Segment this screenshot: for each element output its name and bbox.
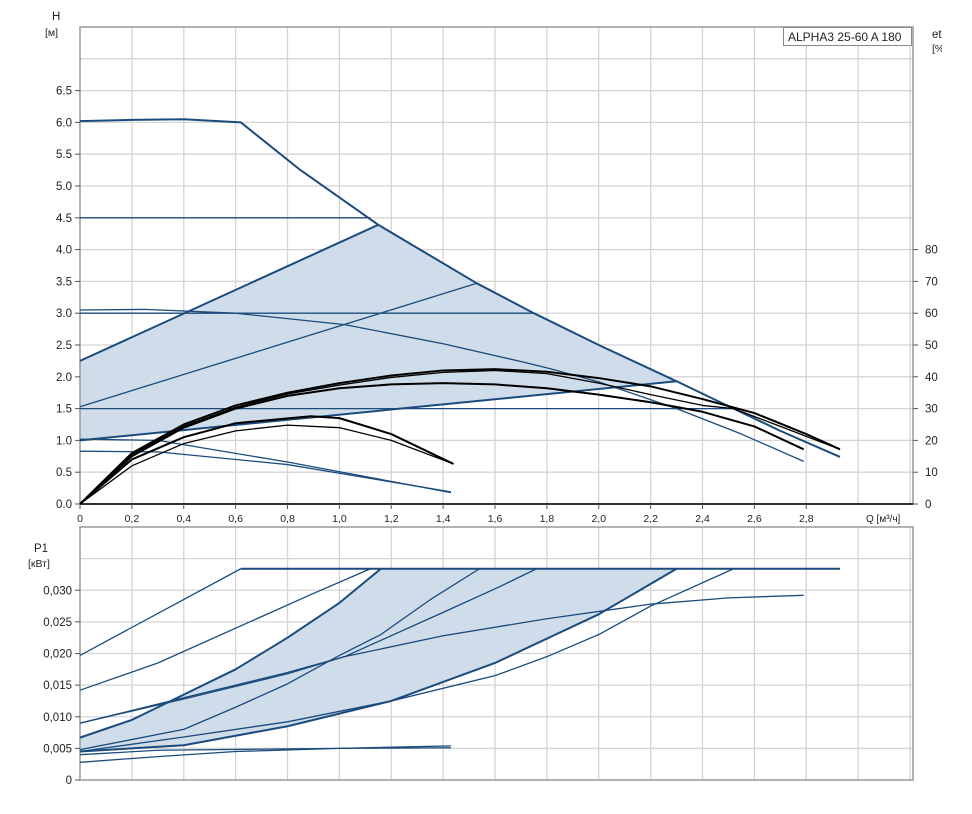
head-y-tick-label: 2.0 [56,372,72,384]
head-curve-efficiency-11 [79,369,841,505]
y2-axis-unit-eta: [%] [932,43,942,55]
eta-y-tick-label: 30 [925,404,938,416]
eta-y-tick-label: 10 [925,467,938,479]
power-y-tick-label: 0,010 [43,712,72,724]
head-y-tick-label: 0.5 [56,467,72,479]
power-operating-range-fill [80,568,677,752]
head-x-tick-label: 2,2 [643,513,658,525]
eta-y-tick-label: 50 [925,340,938,352]
head-curve-head-8 [79,438,452,494]
head-x-tick-label: 0 [77,513,83,525]
head-curve-efficiency-13 [79,415,454,505]
head-curve-efficiency-12 [79,382,805,505]
head-y-tick-label: 4.5 [56,213,72,225]
power-y-tick-label: 0,025 [43,617,72,629]
power-plot: 0 0,005 0,010 0,015 0,020 0,025 0,030 [43,526,914,787]
head-y-tick-label: 3.0 [56,308,72,320]
power-y-tick-label: 0,030 [43,585,72,597]
power-curve-power-0 [79,568,242,656]
head-x-tick-label: 0,8 [280,513,295,525]
power-curve-power-4 [79,568,480,751]
power-curve-power-2 [79,568,371,691]
head-y-tick-label: 4.0 [56,245,72,257]
y2-axis-label-eta: eta [932,29,942,41]
head-x-tick-label: 2,4 [695,513,710,525]
head-y-tick-label: 5.0 [56,181,72,193]
power-curve-power-10 [79,747,451,756]
head-curve-efficiency-10 [79,368,841,505]
head-x-tick-label: 1,2 [384,513,399,525]
eta-y-tick-label: 0 [925,499,931,511]
head-y-tick-label: 0.0 [56,499,72,511]
head-x-tick-label: 0,2 [125,513,140,525]
power-curve-power-8 [79,568,734,753]
power-y-tick-label: 0,005 [43,743,72,755]
head-x-tick-label: 1,6 [488,513,503,525]
head-curve-efficiency-14 [79,424,454,505]
head-y-tick-label: 6.0 [56,117,72,129]
head-x-tick-label: 1,0 [332,513,347,525]
head-x-tick-label: 2,8 [799,513,814,525]
head-y-tick-label: 1.5 [56,404,72,416]
y-axis-unit-h: [м] [45,27,58,39]
head-x-tick-label: 1,8 [540,513,555,525]
eta-y-tick-label: 40 [925,372,938,384]
head-y-tick-label: 6.5 [56,86,72,98]
head-curve-head-5 [79,308,804,462]
head-y-tick-label: 2.5 [56,340,72,352]
eta-y-tick-label: 80 [925,245,938,257]
eta-y-tick-label: 20 [925,435,938,447]
head-y-tick-label: 3.5 [56,276,72,288]
power-curve-power-6 [79,594,804,724]
head-x-tick-label: 2,0 [591,513,606,525]
pump-curve-chart: 0.0 0.5 1.0 1.5 2.0 2.5 3.0 3.5 4.0 4.5 5.0 5.5 6.0 6… [28,11,942,787]
power-y-tick-label: 0 [66,775,72,787]
head-x-tick-label: 0,4 [176,513,191,525]
y-axis-unit-p1: [кВт] [28,558,50,570]
head-y-tick-label: 1.0 [56,435,72,447]
chart-canvas: 0.0 0.5 1.0 1.5 2.0 2.5 3.0 3.5 4.0 4.5 5.0 5.5 6.0 6… [28,11,942,787]
y-axis-label-p1: P1 [34,543,48,555]
head-x-tick-label: 1,4 [436,513,451,525]
head-y-tick-label: 5.5 [56,149,72,161]
power-y-tick-label: 0,020 [43,649,72,661]
head-x-tick-label: 0,6 [228,513,243,525]
power-curve-power-3 [79,567,382,739]
head-plot: 0.0 0.5 1.0 1.5 2.0 2.5 3.0 3.5 4.0 4.5 5.0 5.5 6.0 6… [56,26,938,525]
legend-box: ALPHA3 25-60 A 180 [783,27,912,46]
head-curve-head-9 [79,450,452,493]
head-x-tick-label: 2,6 [747,513,762,525]
eta-y-tick-label: 60 [925,308,938,320]
eta-y-tick-label: 70 [925,276,938,288]
power-y-tick-label: 0,015 [43,680,72,692]
head-curve-head-2 [79,223,379,362]
head-curve-head-3 [79,282,478,408]
x-axis-label-q: Q [м³/ч] [866,514,901,525]
y-axis-label-h: H [52,11,60,23]
